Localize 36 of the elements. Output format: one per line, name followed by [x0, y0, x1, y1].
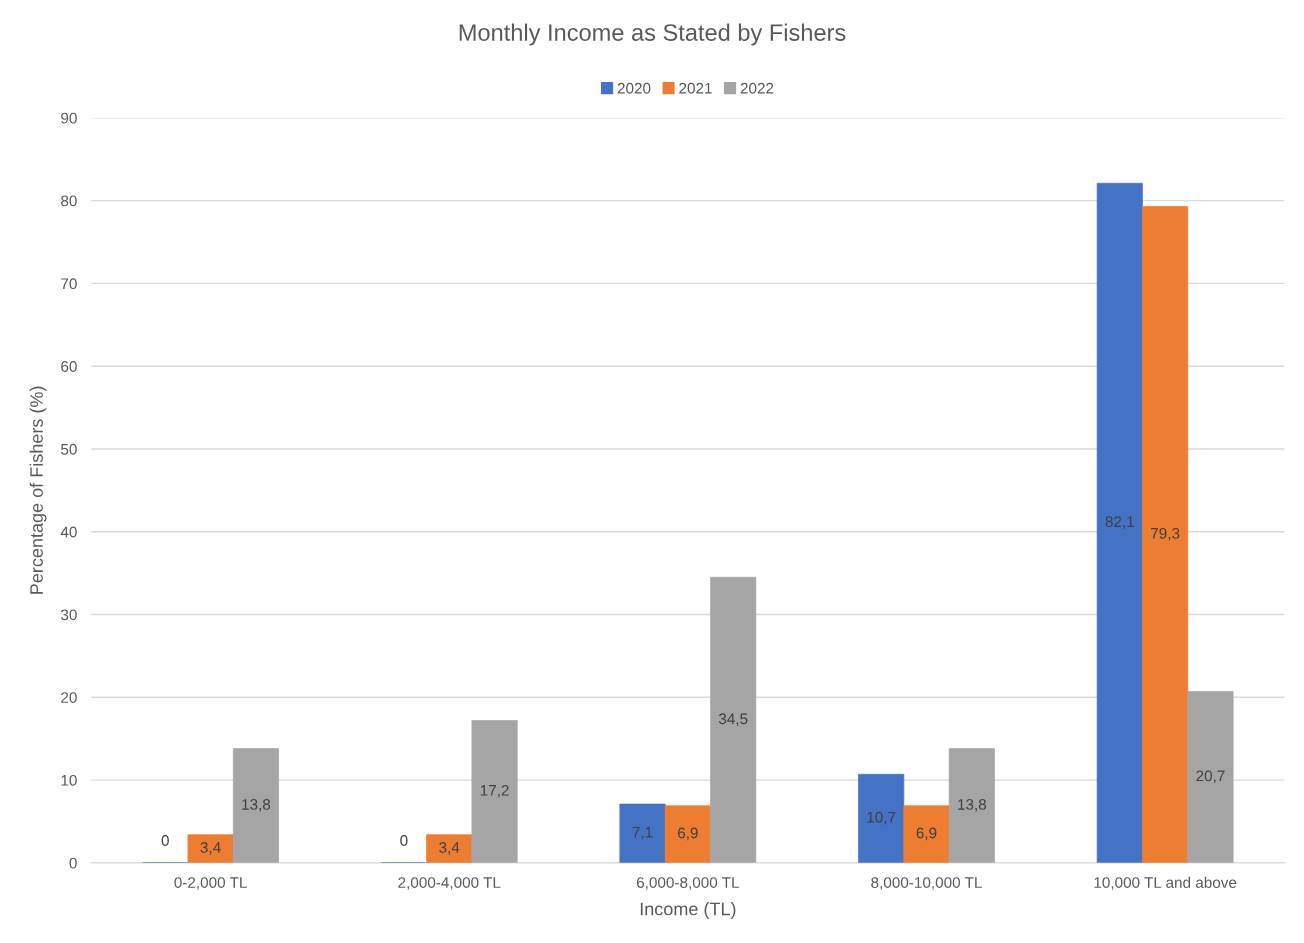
- data-label: 7,1: [632, 826, 653, 840]
- y-axis-title: Percentage of Fishers (%): [29, 386, 47, 594]
- y-tick-label: 70: [61, 278, 77, 290]
- y-tick-label: 90: [61, 112, 77, 124]
- data-label: 3,4: [439, 842, 460, 855]
- y-tick-label: 50: [61, 443, 77, 455]
- y-tick-label: 10: [61, 774, 77, 786]
- y-tick-label: 0: [69, 857, 77, 869]
- x-axis-title: Income (TL): [640, 902, 736, 919]
- y-tick-label: 20: [61, 692, 77, 703]
- data-label: 13,8: [242, 799, 271, 812]
- legend-label: 2020: [617, 82, 651, 94]
- y-tick-label: 30: [60, 609, 77, 621]
- data-label: 0: [161, 835, 169, 846]
- data-label: 20,7: [1196, 770, 1225, 784]
- data-label: 13,8: [958, 799, 987, 812]
- data-label: 10,7: [867, 811, 896, 825]
- data-label: 0: [400, 835, 408, 846]
- legend-label: 2021: [679, 82, 712, 94]
- x-tick-label: 2,000-4,000 TL: [398, 877, 501, 890]
- y-tick-label: 60: [61, 361, 77, 372]
- y-tick-label: 40: [60, 526, 77, 538]
- data-label: 17,2: [480, 784, 509, 798]
- x-tick-label: 0-2,000 TL: [174, 877, 247, 890]
- data-label: 79,3: [1151, 527, 1180, 541]
- data-label: 82,1: [1105, 516, 1134, 529]
- x-tick-label: 6,000-8,000 TL: [636, 877, 740, 890]
- data-label: 6,9: [678, 827, 698, 841]
- x-tick-label: 8,000-10,000 TL: [871, 877, 982, 890]
- data-label: 34,5: [718, 713, 748, 726]
- x-tick-label: 10,000 TL and above: [1094, 876, 1237, 890]
- y-tick-label: 80: [61, 195, 77, 207]
- chart-title: Monthly Income as Stated by Fishers: [459, 23, 846, 46]
- legend-label: 2022: [740, 82, 774, 94]
- data-label: 3,4: [200, 842, 221, 855]
- data-label: 6,9: [916, 827, 937, 841]
